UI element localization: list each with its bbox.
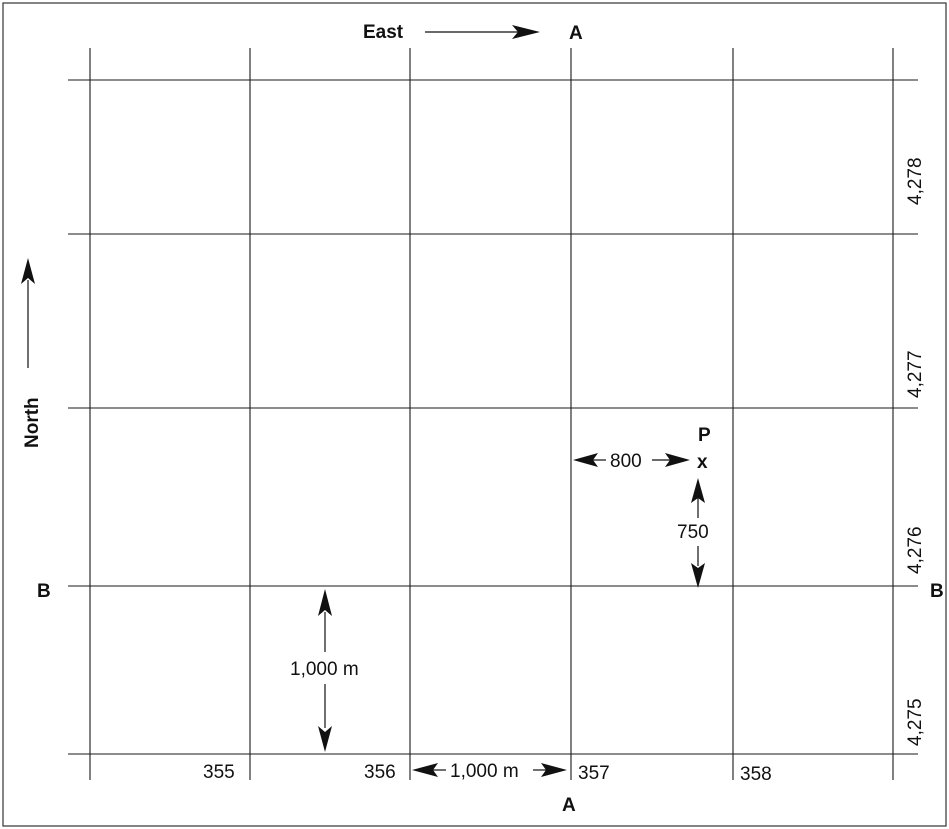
northing-label-4276: 4,276 — [905, 526, 926, 574]
point-p-marker: x — [697, 452, 708, 473]
vertical-scale-label: 1,000 m — [290, 659, 359, 680]
point-p-label: P — [698, 425, 711, 446]
easting-label-355: 355 — [203, 762, 235, 783]
easting-label-357: 357 — [578, 763, 610, 784]
north-indicator: North — [21, 258, 43, 448]
easting-labels: 355 356 357 358 — [203, 762, 772, 785]
section-marker-b-left: B — [37, 581, 51, 602]
north-offset-dimension: 750 — [677, 478, 709, 588]
northing-label-4277: 4,277 — [905, 350, 926, 398]
arrow-down-icon — [318, 726, 332, 752]
horizontal-scale-dimension: 1,000 m — [412, 761, 567, 782]
arrow-left-icon — [573, 453, 598, 467]
north-label: North — [22, 397, 43, 448]
arrow-right-icon — [665, 453, 690, 467]
horizontal-scale-label: 1,000 m — [450, 761, 519, 782]
east-offset-value: 800 — [610, 451, 642, 472]
east-arrow-icon — [512, 25, 540, 39]
arrow-right-icon — [541, 763, 567, 777]
horizontal-grid-lines — [68, 79, 918, 755]
northing-label-4278: 4,278 — [905, 157, 926, 205]
north-arrow-icon — [21, 258, 35, 284]
east-offset-dimension: 800 — [573, 451, 690, 472]
point-p: P x — [697, 425, 711, 473]
east-label: East — [363, 22, 404, 43]
arrow-down-icon — [691, 563, 705, 588]
east-indicator: East — [363, 22, 540, 43]
vertical-scale-dimension: 1,000 m — [290, 589, 359, 752]
section-marker-a-top: A — [569, 23, 583, 44]
easting-label-358: 358 — [740, 764, 772, 785]
arrow-up-icon — [691, 478, 705, 503]
northing-labels: 4,278 4,277 4,276 4,275 — [905, 157, 926, 746]
easting-label-356: 356 — [364, 762, 396, 783]
vertical-grid-lines — [89, 48, 894, 780]
north-offset-value: 750 — [677, 522, 709, 543]
arrow-up-icon — [318, 589, 332, 616]
northing-label-4275: 4,275 — [905, 698, 926, 746]
arrow-left-icon — [412, 763, 438, 777]
section-marker-b-right: B — [930, 581, 944, 602]
section-marker-a-bottom: A — [562, 795, 576, 816]
